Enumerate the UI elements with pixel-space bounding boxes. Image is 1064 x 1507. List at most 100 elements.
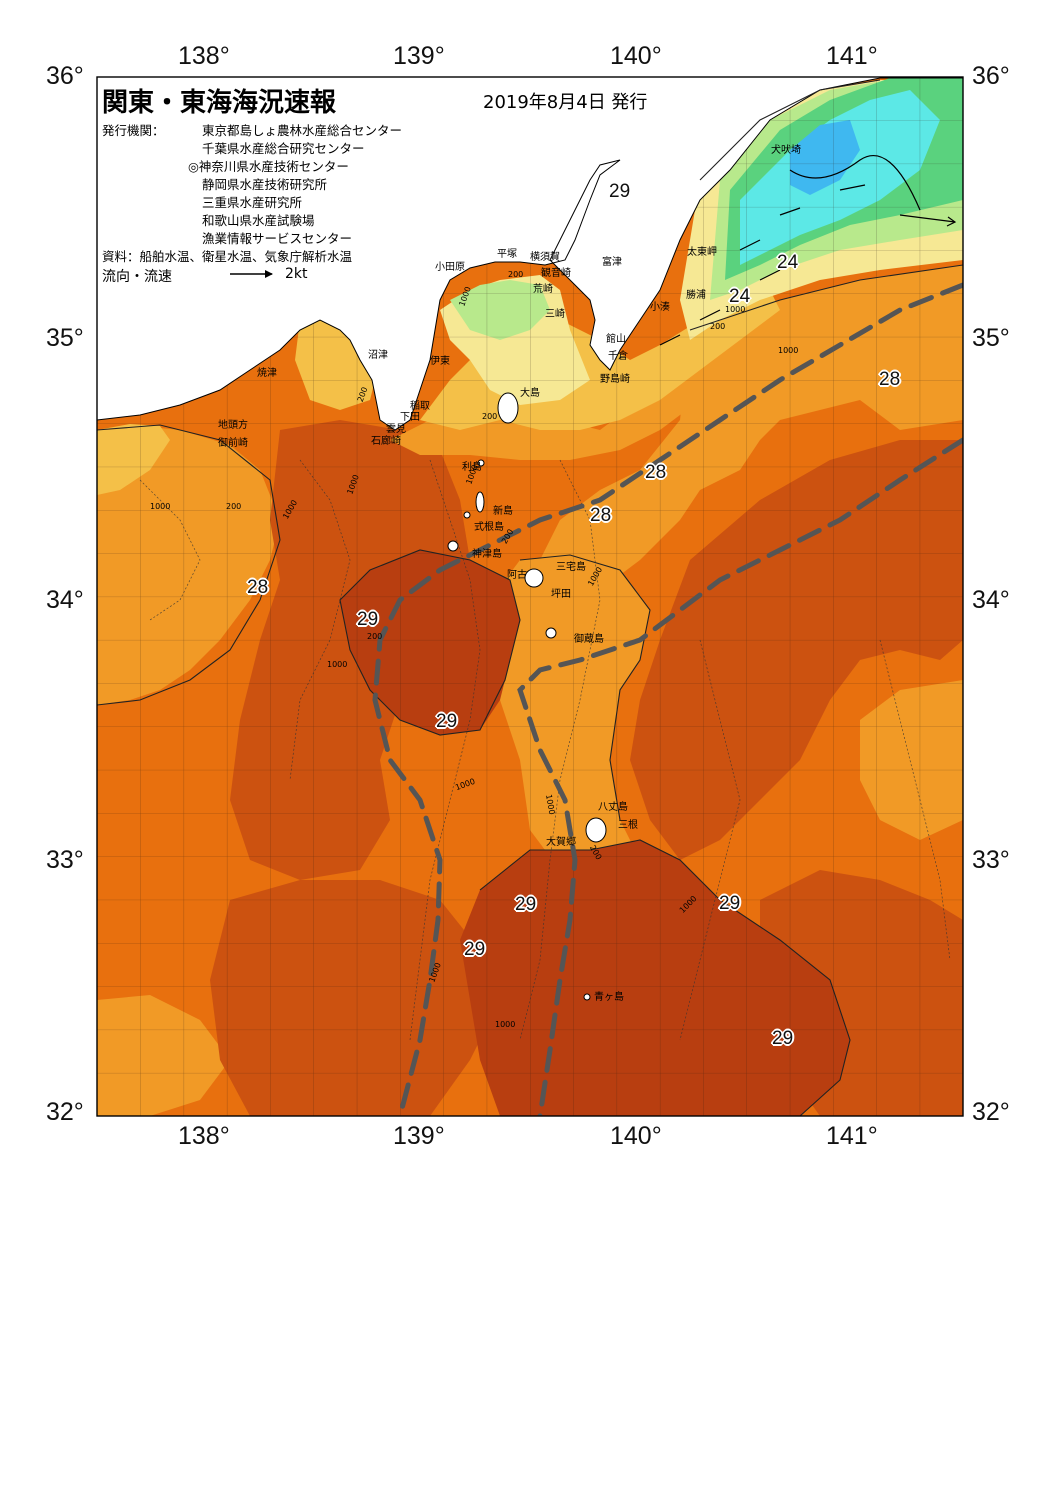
temp-label: 29 <box>719 893 741 914</box>
issuer-2: ◎神奈川県水産技術センター <box>188 159 349 174</box>
place-inubozaki: 犬吠埼 <box>771 145 801 156</box>
place-arasaki: 荒崎 <box>533 284 553 295</box>
depth-label: 1000 <box>495 1020 516 1029</box>
lon-label-bottom-138: 138° <box>178 1122 230 1150</box>
place-nojimazaki: 野島崎 <box>600 374 630 385</box>
island-hachijojima <box>585 817 607 843</box>
depth-label: 200 <box>482 412 498 421</box>
depth-label: 200 <box>508 270 524 279</box>
island-toshima <box>477 459 485 467</box>
lat-label-left-36: 36° <box>46 62 84 90</box>
land-honshu <box>97 77 963 431</box>
temp-label: 28 <box>645 462 667 483</box>
place-ito: 伊東 <box>430 356 450 367</box>
temp-label: 24 <box>729 286 751 307</box>
lon-label-top-139: 139° <box>393 42 445 70</box>
place-mitsune: 三根 <box>618 820 638 831</box>
temp-label: 29 <box>357 609 379 630</box>
data-sources: 資料：船舶水温、衛星水温、気象庁解析水温 <box>102 249 353 264</box>
lat-label-right-34: 34° <box>972 586 1010 614</box>
lat-label-left-32: 32° <box>46 1098 84 1126</box>
place-katsuura: 勝浦 <box>686 290 706 301</box>
issuer-0: 東京都島しょ農林水産総合センター <box>202 123 403 138</box>
place-ako: 阿古 <box>507 570 527 581</box>
place-kozushima: 神津島 <box>472 549 502 560</box>
current-vectors <box>659 155 957 346</box>
place-kumomi: 雲見 <box>386 424 406 435</box>
depth-label: 1000 <box>327 660 348 669</box>
lon-label-bottom-140: 140° <box>610 1122 662 1150</box>
map-area <box>97 77 963 1116</box>
lat-label-right-33: 33° <box>972 846 1010 874</box>
lat-label-left-34: 34° <box>46 586 84 614</box>
lat-label-right-35: 35° <box>972 324 1010 352</box>
island-aogashima <box>583 993 591 1001</box>
issuer-1: 千葉県水産総合研究センター <box>202 141 365 156</box>
temp-label: 29 <box>464 939 486 960</box>
lat-label-left-33: 33° <box>46 846 84 874</box>
temp-label: 29 <box>515 894 537 915</box>
place-chikura: 千倉 <box>608 351 628 362</box>
island-shikinejima <box>463 511 471 519</box>
issue-date: 2019年8月4日 発行 <box>483 92 648 113</box>
issuer-5: 和歌山県水産試験場 <box>202 213 315 228</box>
place-hachijojima: 八丈島 <box>598 802 628 813</box>
depth-label: 1000 <box>725 305 746 314</box>
temp-label: 24 <box>777 252 799 273</box>
current-legend-arrow <box>230 270 273 278</box>
place-yokosuka: 横須賀 <box>530 252 560 263</box>
lon-label-top-140: 140° <box>610 42 662 70</box>
kuroshio-paths <box>372 282 963 1116</box>
lon-label-bottom-139: 139° <box>393 1122 445 1150</box>
map-frame <box>96 76 964 1117</box>
temp-label: 28 <box>590 505 612 526</box>
depth-label: 1000 <box>150 502 171 511</box>
place-oshima: 大島 <box>520 388 540 399</box>
place-misaki: 三崎 <box>545 309 565 320</box>
lat-label-right-36: 36° <box>972 62 1010 90</box>
issuer-6: 漁業情報サービスセンター <box>202 231 353 246</box>
lon-label-top-141: 141° <box>826 42 878 70</box>
current-legend-label: 流向・流速 <box>102 269 172 285</box>
place-miyakejima: 三宅島 <box>556 562 586 573</box>
place-futtsu: 富津 <box>602 257 622 268</box>
lat-label-right-32: 32° <box>972 1098 1010 1126</box>
temp-label: 29 <box>609 181 631 202</box>
place-aogashima: 青ヶ島 <box>594 992 624 1003</box>
island-niijima <box>475 491 485 513</box>
kuroshio-path-secondary <box>517 437 963 1116</box>
temp-label: 29 <box>436 711 458 732</box>
temp-label: 28 <box>247 577 269 598</box>
depth-label: 1000 <box>778 346 799 355</box>
lon-label-top-138: 138° <box>178 42 230 70</box>
island-oshima <box>497 392 519 424</box>
map-title: 関東・東海海況速報 <box>102 88 337 118</box>
temp-label: 29 <box>772 1028 794 1049</box>
lon-label-bottom-141: 141° <box>826 1122 878 1150</box>
temp-label: 28 <box>879 369 901 390</box>
place-tateyama: 館山 <box>606 334 626 345</box>
issuers-label: 発行機関： <box>102 123 165 138</box>
place-numazu: 沼津 <box>368 350 388 361</box>
current-legend-speed: 2kt <box>285 266 308 282</box>
place-yaizu: 焼津 <box>257 368 277 379</box>
isobaths <box>139 459 951 1041</box>
issuer-4: 三重県水産研究所 <box>202 195 303 210</box>
depth-label: 200 <box>367 632 383 641</box>
place-shimoda: 下田 <box>400 412 420 423</box>
place-irozaki: 石廊崎 <box>371 436 401 447</box>
island-mikurajima <box>545 627 557 639</box>
place-tsubota: 坪田 <box>551 589 571 600</box>
place-inatori: 稲取 <box>410 401 430 412</box>
place-toshima: 利島 <box>462 462 482 473</box>
place-mikurajima: 御蔵島 <box>574 634 604 645</box>
place-okago: 大賀郷 <box>546 837 576 848</box>
island-kozushima <box>447 540 459 552</box>
place-kominato: 小湊 <box>650 302 670 313</box>
place-odawara: 小田原 <box>435 262 465 273</box>
place-omaezaki: 御前崎 <box>218 438 248 449</box>
place-chitokata: 地頭方 <box>218 420 248 431</box>
kuroshio-path-main <box>372 282 963 1116</box>
depth-label: 200 <box>226 502 242 511</box>
